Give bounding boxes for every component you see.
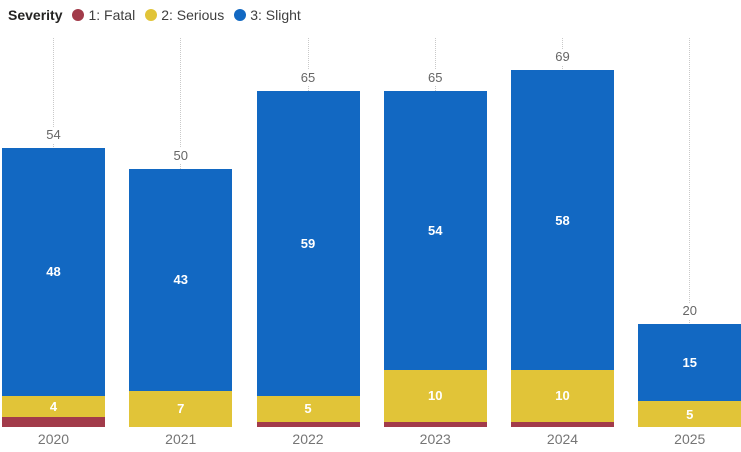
- legend-item-label: 2: Serious: [161, 7, 225, 23]
- bar-segment-2-serious[interactable]: 10: [383, 370, 487, 422]
- segment-label: 10: [555, 388, 570, 404]
- bar-segment-3-slight[interactable]: 54: [383, 90, 487, 371]
- bar-total-label: 65: [415, 69, 456, 86]
- segment-label: 54: [428, 223, 443, 239]
- segment-label: 59: [300, 235, 316, 251]
- segment-label: 48: [46, 264, 61, 280]
- x-axis-label: 2024: [546, 431, 579, 447]
- x-axis-label: 2022: [292, 431, 324, 447]
- bar-segment-3-slight[interactable]: 48: [2, 147, 105, 396]
- legend-dot-icon: [72, 9, 85, 21]
- bar-segment-2-serious[interactable]: 4: [2, 395, 105, 417]
- segment-label: 15: [682, 354, 697, 370]
- bar-segment-3-slight[interactable]: 15: [638, 323, 741, 402]
- legend-item-1-fatal[interactable]: 1: Fatal: [72, 7, 135, 23]
- legend-item-label: 1: Fatal: [88, 7, 136, 23]
- legend-item-3-slight[interactable]: 3: Slight: [234, 7, 301, 23]
- bar-segment-3-slight[interactable]: 59: [256, 90, 360, 396]
- x-axis-label: 2021: [165, 431, 197, 447]
- bar-total-label: 65: [288, 69, 328, 86]
- bar-total-label: 20: [669, 302, 710, 319]
- category-gridline: [689, 38, 691, 427]
- segment-label: 4: [49, 398, 58, 414]
- bar-segment-1-fatal[interactable]: [383, 421, 487, 427]
- bar-segment-3-slight[interactable]: 43: [129, 168, 233, 391]
- segment-label: 7: [177, 401, 185, 417]
- segment-label: 58: [555, 212, 570, 228]
- legend-items: 1: Fatal 2: Serious 3: Slight: [72, 7, 301, 23]
- bar-segment-2-serious[interactable]: 5: [256, 395, 360, 422]
- legend-item-label: 3: Slight: [250, 7, 301, 23]
- x-axis-label: 2025: [674, 431, 706, 447]
- bar-segment-2-serious[interactable]: 7: [129, 390, 233, 427]
- segment-label: 43: [173, 272, 188, 288]
- bar-segment-1-fatal[interactable]: [2, 416, 105, 427]
- bar-total-label: 69: [542, 49, 583, 66]
- segment-label: 5: [686, 406, 694, 422]
- legend-title: Severity: [8, 7, 63, 23]
- segment-label: 5: [304, 401, 312, 417]
- legend: Severity 1: Fatal 2: Serious 3: Slight: [8, 5, 301, 25]
- bar-total-label: 54: [33, 126, 74, 143]
- legend-item-2-serious[interactable]: 2: Serious: [145, 7, 224, 23]
- x-axis-label: 2023: [419, 431, 451, 447]
- bar-segment-1-fatal[interactable]: [511, 421, 614, 427]
- bar-segment-1-fatal[interactable]: [256, 421, 360, 427]
- x-axis-label: 2020: [37, 431, 70, 447]
- bar-segment-3-slight[interactable]: 58: [511, 70, 614, 371]
- bar-segment-2-serious[interactable]: 5: [638, 401, 741, 427]
- segment-label: 10: [428, 388, 443, 404]
- bar-segment-2-serious[interactable]: 10: [511, 370, 614, 422]
- legend-dot-icon: [145, 9, 158, 21]
- legend-dot-icon: [234, 9, 247, 21]
- bar-total-label: 50: [160, 147, 201, 164]
